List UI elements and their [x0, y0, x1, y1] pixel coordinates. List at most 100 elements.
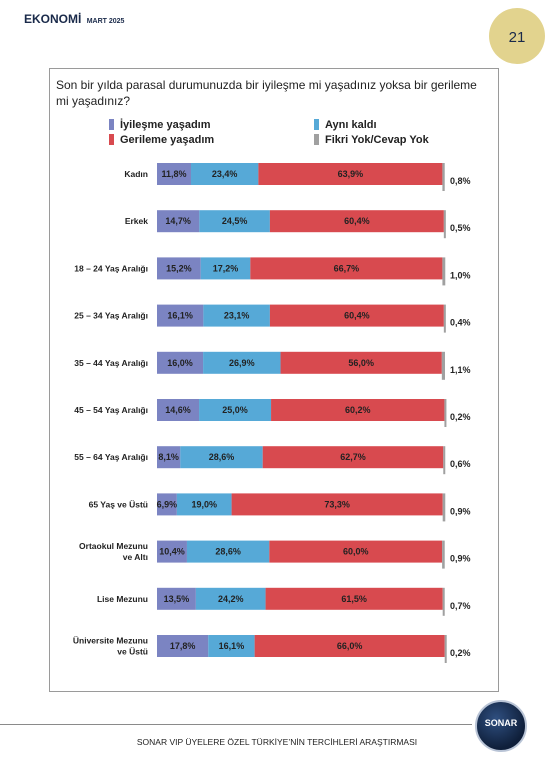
- bar-same: [180, 446, 263, 469]
- data-label-same: 23,1%: [224, 311, 250, 321]
- data-label-same: 23,4%: [212, 169, 238, 179]
- data-label-same: 17,2%: [213, 263, 239, 273]
- bar-no-opinion: [442, 587, 445, 616]
- bar-no-opinion: [442, 493, 446, 522]
- data-label-improved: 14,7%: [165, 216, 191, 226]
- bar-worsened: [254, 635, 445, 657]
- bar-worsened: [250, 257, 443, 280]
- data-label-worsened: 66,0%: [337, 641, 363, 651]
- data-label-no-opinion: 0,2%: [450, 412, 471, 422]
- data-label-worsened: 62,7%: [340, 452, 366, 462]
- legend-swatch-worsened: [109, 134, 114, 145]
- data-label-worsened: 60,4%: [344, 216, 370, 226]
- legend-swatch-no-opinion: [314, 134, 319, 145]
- category-label: ve Üstü: [117, 647, 148, 657]
- bar-improved: [157, 540, 187, 563]
- data-label-no-opinion: 0,9%: [450, 506, 471, 516]
- section-title: EKONOMİ: [24, 12, 82, 26]
- data-label-no-opinion: 1,0%: [450, 270, 471, 280]
- header-title: EKONOMİ MART 2025: [24, 12, 124, 26]
- sonar-logo: SONAR: [475, 700, 527, 752]
- data-label-no-opinion: 1,1%: [450, 365, 471, 375]
- category-label: 18 – 24 Yaş Aralığı: [74, 263, 148, 273]
- legend-item-improved: İyileşme yaşadım: [109, 119, 211, 131]
- bar-improved: [157, 587, 196, 610]
- question-text: Son bir yılda parasal durumunuzda bir iy…: [56, 78, 477, 108]
- bar-no-opinion: [444, 399, 447, 427]
- data-label-same: 19,0%: [191, 499, 217, 509]
- data-label-worsened: 60,0%: [343, 547, 369, 557]
- bar-worsened: [265, 587, 443, 610]
- bar-worsened: [258, 163, 443, 185]
- data-label-improved: 6,9%: [157, 499, 178, 509]
- data-label-same: 25,0%: [222, 405, 248, 415]
- data-label-worsened: 63,9%: [338, 169, 364, 179]
- bar-same: [176, 493, 232, 516]
- category-label: 55 – 64 Yaş Aralığı: [74, 452, 148, 462]
- data-label-improved: 15,2%: [166, 263, 192, 273]
- page-number-badge: 21: [489, 8, 545, 64]
- bar-same: [186, 540, 270, 563]
- bar-worsened: [262, 446, 444, 469]
- legend-swatch-same: [314, 119, 319, 130]
- data-label-worsened: 61,5%: [341, 594, 367, 604]
- legend-label: Gerileme yaşadım: [120, 134, 215, 146]
- legend-label: Aynı kaldı: [325, 119, 377, 131]
- bar-improved: [157, 399, 200, 421]
- data-label-worsened: 66,7%: [334, 263, 360, 273]
- legend-item-same: Aynı kaldı: [314, 119, 377, 131]
- data-label-improved: 16,1%: [167, 311, 193, 321]
- page-number: 21: [508, 29, 526, 46]
- bar-no-opinion: [443, 304, 446, 333]
- category-label: Erkek: [125, 216, 148, 226]
- category-label: 25 – 34 Yaş Aralığı: [74, 311, 148, 321]
- bar-worsened: [271, 399, 445, 421]
- category-label: Ortaokul Mezunu: [79, 541, 148, 551]
- data-label-same: 28,6%: [209, 452, 235, 462]
- legend-label: Fikri Yok/Cevap Yok: [325, 134, 429, 146]
- category-label: 35 – 44 Yaş Aralığı: [74, 358, 148, 368]
- bar-same: [199, 210, 270, 233]
- bar-improved: [157, 163, 191, 185]
- data-label-worsened: 73,3%: [324, 499, 350, 509]
- bar-same: [190, 163, 259, 185]
- legend-item-worsened: Gerileme yaşadım: [109, 134, 214, 146]
- bar-improved: [157, 493, 177, 516]
- data-label-improved: 13,5%: [164, 594, 190, 604]
- logo-text: SONAR: [484, 718, 518, 728]
- category-label: Lise Mezunu: [97, 594, 148, 604]
- category-label: Üniversite Mezunu: [73, 636, 148, 646]
- bar-no-opinion: [442, 163, 445, 191]
- bar-same: [203, 351, 281, 374]
- legend-item-no-opinion: Fikri Yok/Cevap Yok: [314, 134, 429, 146]
- category-label: Kadın: [124, 169, 148, 179]
- data-label-improved: 10,4%: [159, 547, 185, 557]
- bar-no-opinion: [442, 540, 445, 569]
- bar-same: [200, 257, 251, 280]
- section-date: MART 2025: [86, 18, 125, 25]
- bar-improved: [157, 210, 200, 233]
- bar-no-opinion: [444, 635, 447, 663]
- bar-improved: [157, 446, 181, 469]
- category-label: 65 Yaş ve Üstü: [89, 499, 148, 509]
- bar-worsened: [269, 210, 444, 233]
- data-label-no-opinion: 0,2%: [450, 648, 471, 658]
- data-label-no-opinion: 0,4%: [450, 318, 471, 328]
- data-label-no-opinion: 0,6%: [450, 459, 471, 469]
- legend-swatch-improved: [109, 119, 114, 130]
- data-label-no-opinion: 0,8%: [450, 176, 471, 186]
- bar-same: [203, 304, 270, 327]
- footer-divider: [0, 724, 472, 725]
- bar-improved: [157, 635, 209, 657]
- data-label-improved: 16,0%: [167, 358, 193, 368]
- bar-no-opinion: [443, 210, 446, 239]
- data-label-no-opinion: 0,7%: [450, 601, 471, 611]
- bar-worsened: [280, 351, 442, 374]
- category-label: ve Altı: [123, 552, 148, 562]
- category-label: 45 – 54 Yaş Aralığı: [74, 405, 148, 415]
- data-label-same: 16,1%: [219, 641, 245, 651]
- data-label-improved: 11,8%: [161, 169, 186, 179]
- data-label-same: 26,9%: [229, 358, 255, 368]
- data-label-worsened: 60,4%: [344, 311, 370, 321]
- bar-same: [199, 399, 272, 421]
